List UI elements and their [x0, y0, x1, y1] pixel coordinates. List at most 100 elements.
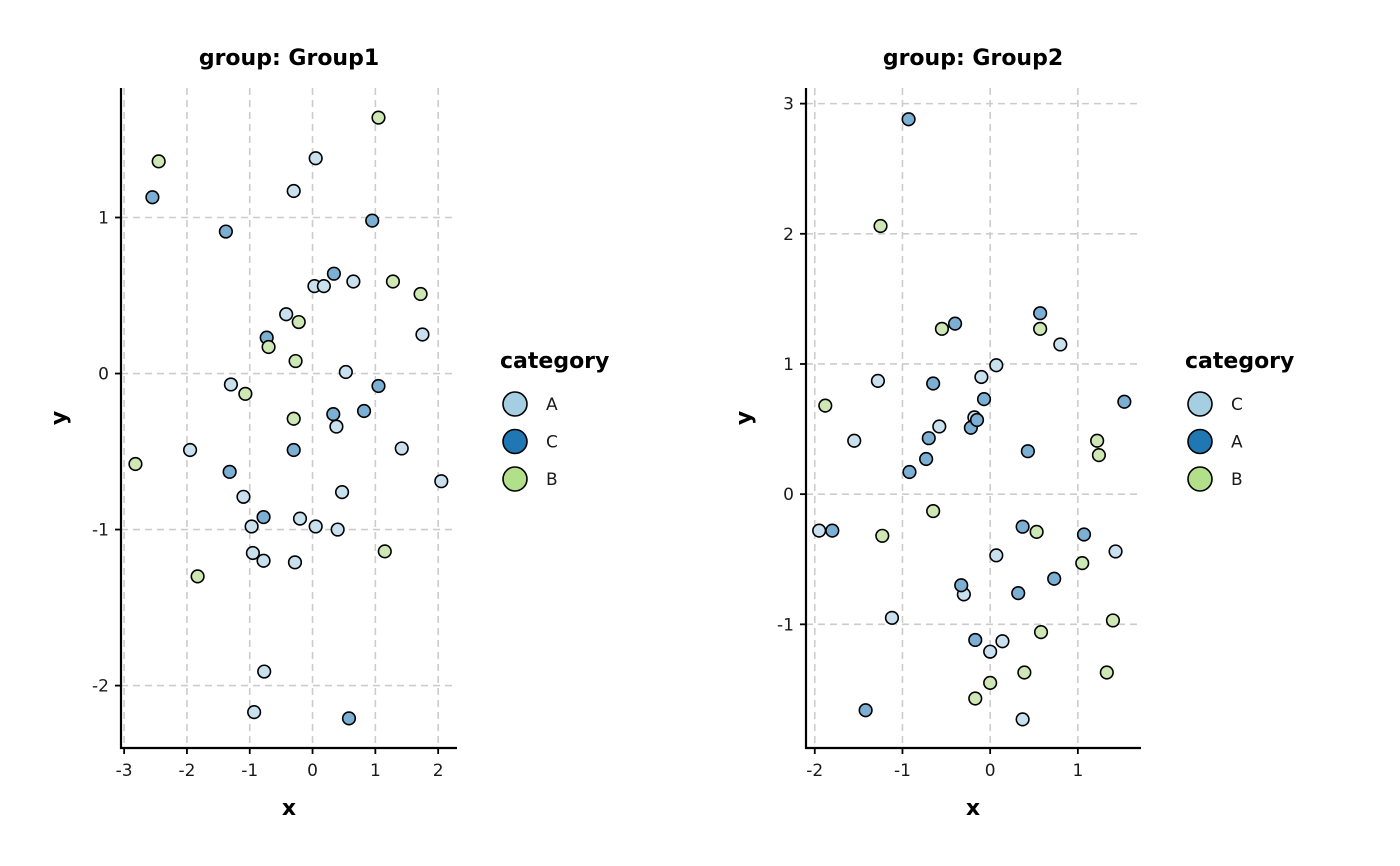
- panel-1: -3 -2 -1 0 1 2 -2 -1 0 1 group: Group1 x y category AC…: [47, 46, 609, 821]
- data-point-C: [286, 442, 301, 458]
- data-point-A: [247, 705, 262, 720]
- x-tick-label: -1: [894, 761, 911, 781]
- data-point-B: [238, 386, 253, 401]
- data-point-B: [934, 321, 950, 336]
- legend-label-C: C: [546, 433, 558, 453]
- panel-2: -2 -1 0 1 -1 0 1 2 3 group: Group2 x y category CAB: [732, 46, 1294, 821]
- data-point-A: [256, 553, 271, 568]
- data-point-A: [434, 474, 449, 489]
- data-point-C: [256, 509, 271, 525]
- data-point-B: [818, 398, 833, 413]
- y-tick-label: 3: [783, 95, 794, 115]
- y-tick-label: 1: [98, 209, 109, 229]
- x-axis-label: x: [966, 796, 980, 821]
- y-tick-label: -1: [92, 521, 109, 541]
- data-point-B: [1029, 524, 1044, 540]
- x-tick-label: 0: [985, 761, 996, 781]
- data-point-B: [286, 411, 301, 426]
- legend-label-B: B: [1231, 470, 1243, 490]
- data-point-C: [371, 378, 386, 394]
- data-point-A: [1033, 306, 1048, 321]
- data-point-A: [901, 112, 916, 127]
- data-point-C: [989, 358, 1004, 373]
- data-point-A: [976, 392, 992, 407]
- data-point-C: [870, 373, 886, 388]
- data-point-B: [983, 675, 998, 691]
- data-point-A: [236, 489, 251, 504]
- y-tick-label: 1: [783, 355, 794, 375]
- data-point-A: [338, 364, 353, 380]
- data-point-B: [1099, 665, 1114, 680]
- legend: category CAB: [1185, 349, 1294, 492]
- data-point-A: [257, 664, 272, 679]
- data-point-A: [1011, 585, 1026, 601]
- data-point-C: [812, 523, 827, 538]
- x-tick-label: -2: [178, 761, 195, 781]
- legend-label-C: C: [1231, 395, 1243, 415]
- panel-title: group: Group1: [199, 46, 379, 71]
- data-point-A: [969, 412, 985, 428]
- data-point-C: [326, 266, 342, 281]
- data-point-A: [1117, 394, 1132, 409]
- data-point-A: [1015, 519, 1030, 534]
- data-point-B: [1075, 556, 1090, 571]
- data-point-C: [989, 548, 1004, 563]
- legend-label-A: A: [546, 395, 558, 415]
- data-point-C: [341, 711, 357, 726]
- data-point-C: [884, 610, 900, 625]
- data-point-B: [875, 528, 890, 543]
- data-point-A: [902, 464, 917, 480]
- data-point-C: [847, 433, 862, 448]
- data-point-A: [1047, 571, 1062, 586]
- data-point-B: [968, 691, 983, 706]
- legend-title: category: [1185, 349, 1294, 374]
- data-point-A: [858, 703, 873, 718]
- legend-key-B: [1187, 466, 1213, 492]
- legend-key-C: [502, 428, 528, 455]
- data-point-B: [873, 218, 888, 234]
- data-point-B: [1033, 321, 1048, 336]
- data-point-A: [921, 431, 936, 446]
- y-axis-label: y: [732, 411, 757, 425]
- data-point-B: [926, 503, 941, 519]
- data-point-A: [919, 451, 934, 467]
- legend-key-A: [502, 391, 528, 417]
- x-tick-label: 1: [1072, 761, 1083, 781]
- data-point-A: [287, 555, 303, 570]
- data-point-C: [1015, 712, 1030, 727]
- data-point-B: [1105, 613, 1121, 628]
- data-point-C: [1108, 544, 1123, 559]
- data-point-A: [330, 522, 345, 537]
- data-point-A: [245, 545, 260, 561]
- data-point-B: [151, 154, 166, 169]
- y-tick-label: 2: [783, 225, 794, 245]
- legend-key-C: [1187, 391, 1213, 417]
- data-point-A: [394, 441, 409, 456]
- data-point-A: [316, 279, 331, 294]
- x-axis-label: x: [282, 796, 296, 821]
- data-point-A: [308, 519, 323, 534]
- data-point-B: [1017, 665, 1032, 680]
- legend-label-A: A: [1231, 433, 1243, 453]
- x-tick-label: -1: [241, 761, 258, 781]
- data-point-B: [190, 569, 205, 584]
- data-point-C: [995, 634, 1010, 649]
- legend-title: category: [500, 349, 609, 374]
- y-tick-label: -2: [92, 677, 109, 697]
- x-tick-label: 1: [370, 761, 381, 781]
- data-point-A: [308, 151, 323, 166]
- data-point-C: [1053, 337, 1068, 352]
- data-point-B: [288, 353, 303, 369]
- data-point-A: [947, 316, 963, 331]
- data-point-B: [291, 314, 306, 330]
- data-point-A: [825, 523, 840, 538]
- data-point-A: [1020, 444, 1035, 459]
- data-point-A: [968, 632, 983, 648]
- data-point-A: [329, 419, 344, 434]
- data-point-C: [932, 419, 947, 434]
- data-point-B: [1091, 448, 1107, 463]
- data-point-B: [128, 456, 143, 472]
- data-point-A: [954, 578, 969, 593]
- y-tick-label: 0: [98, 365, 109, 385]
- legend-key-A: [1187, 428, 1213, 455]
